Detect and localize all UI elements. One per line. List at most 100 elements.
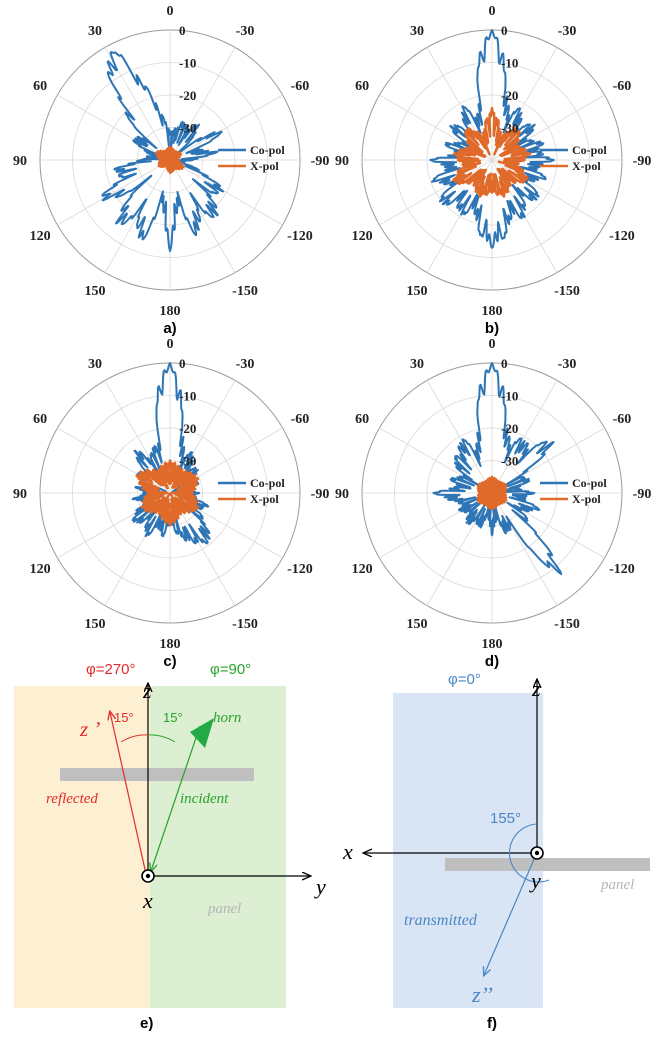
transmitted-label: transmitted bbox=[404, 912, 478, 929]
angle-tick-label: 180 bbox=[482, 304, 503, 319]
panel-bar bbox=[445, 858, 650, 871]
region-phi-90 bbox=[150, 686, 286, 1008]
angle-tick-label: 120 bbox=[30, 562, 51, 577]
legend-label-co-pol: Co-pol bbox=[250, 143, 285, 157]
angle-tick-label: 120 bbox=[352, 562, 373, 577]
radial-tick-label: 0 bbox=[501, 356, 508, 371]
angle-tick-label: 60 bbox=[355, 412, 369, 427]
angle-tick-label: 90 bbox=[13, 154, 27, 169]
x-axis-label: x bbox=[142, 888, 153, 913]
chart-caption: b) bbox=[485, 320, 499, 337]
phi-0-label: φ=0° bbox=[448, 671, 481, 688]
legend-label-co-pol: Co-pol bbox=[572, 476, 607, 490]
z-axis-label: z bbox=[531, 676, 541, 701]
x-axis-label: x bbox=[342, 839, 353, 864]
radial-tick-label: -20 bbox=[501, 88, 518, 103]
angle-tick-label: -90 bbox=[311, 154, 330, 169]
angle-tick-label: 60 bbox=[33, 412, 47, 427]
legend-label-x-pol: X-pol bbox=[572, 492, 601, 506]
diagram-f: φ=0° z x y 155° transmitted z’’ panel f) bbox=[342, 671, 650, 1032]
angle-tick-label: 0 bbox=[167, 4, 174, 19]
grid-spoke bbox=[491, 492, 558, 606]
radial-tick-label: 0 bbox=[501, 23, 508, 38]
angle-right-label: 15° bbox=[163, 710, 183, 725]
radial-tick-label: -30 bbox=[179, 454, 196, 469]
radial-tick-label: 0 bbox=[179, 23, 186, 38]
angle-tick-label: 30 bbox=[88, 357, 102, 372]
radial-tick-label: -10 bbox=[179, 56, 196, 71]
angle-tick-label: -30 bbox=[558, 357, 577, 372]
legend-label-x-pol: X-pol bbox=[572, 159, 601, 173]
angle-label: 155° bbox=[490, 810, 521, 827]
angle-arc bbox=[508, 823, 550, 883]
polar-chart-c: 0 -10 -20 -30 0 -30 -60 -90 -120 -150 180 150 120 90 6… bbox=[13, 337, 329, 670]
angle-tick-label: -60 bbox=[291, 412, 310, 427]
angle-tick-label: 0 bbox=[489, 4, 496, 19]
grid-spoke bbox=[379, 159, 493, 226]
angle-tick-label: -150 bbox=[232, 284, 258, 299]
chart-caption: a) bbox=[163, 320, 176, 337]
grid-spoke bbox=[169, 159, 283, 226]
panel-label: panel bbox=[600, 877, 634, 893]
angle-tick-label: 60 bbox=[355, 79, 369, 94]
angle-tick-label: 30 bbox=[410, 357, 424, 372]
angle-tick-label: -150 bbox=[554, 284, 580, 299]
grid-spoke bbox=[491, 380, 558, 494]
angle-tick-label: -60 bbox=[613, 412, 632, 427]
grid-spoke bbox=[57, 94, 171, 161]
series-co-pol bbox=[432, 362, 563, 576]
angle-tick-label: -60 bbox=[613, 79, 632, 94]
angle-tick-label: -90 bbox=[311, 487, 330, 502]
angle-tick-label: -150 bbox=[554, 617, 580, 632]
legend-label-co-pol: Co-pol bbox=[250, 476, 285, 490]
phi-90-label: φ=90° bbox=[210, 661, 251, 678]
angle-tick-label: -120 bbox=[609, 562, 635, 577]
angle-tick-label: -90 bbox=[633, 154, 652, 169]
angle-tick-label: 150 bbox=[85, 284, 106, 299]
y-axis-label: y bbox=[314, 874, 326, 899]
angle-tick-label: 120 bbox=[30, 229, 51, 244]
grid-spoke bbox=[169, 159, 236, 273]
grid-spoke bbox=[169, 94, 283, 161]
angle-tick-label: 0 bbox=[167, 337, 174, 352]
caption-f: f) bbox=[487, 1015, 497, 1032]
radial-tick-label: -20 bbox=[501, 421, 518, 436]
angle-tick-label: 180 bbox=[160, 304, 181, 319]
angle-tick-label: 30 bbox=[88, 24, 102, 39]
radial-tick-label: -10 bbox=[501, 56, 518, 71]
grid-spoke bbox=[57, 159, 171, 226]
chart-caption: c) bbox=[163, 653, 176, 670]
diagram-e: φ=270° φ=90° z z ’ 15° 15° horn reflecte… bbox=[14, 661, 326, 1032]
region-phi-0 bbox=[393, 693, 543, 1008]
polar-chart-a: 0 -10 -20 -30 0 -30 -60 -90 -120 -150 180 150 120 90 6… bbox=[13, 4, 329, 337]
angle-arc-right bbox=[147, 734, 176, 743]
y-axis-label: y bbox=[529, 868, 541, 893]
angle-left-label: 15° bbox=[114, 710, 134, 725]
angle-tick-label: 150 bbox=[85, 617, 106, 632]
angle-tick-label: 180 bbox=[160, 637, 181, 652]
legend-label-x-pol: X-pol bbox=[250, 492, 279, 506]
radial-tick-label: -30 bbox=[501, 454, 518, 469]
z-prime-axis-label: z ’ bbox=[79, 717, 100, 741]
legend-label-co-pol: Co-pol bbox=[572, 143, 607, 157]
x-axis-dot bbox=[145, 873, 151, 879]
angle-tick-label: 90 bbox=[335, 154, 349, 169]
angle-tick-label: -120 bbox=[609, 229, 635, 244]
incident-label: incident bbox=[180, 791, 229, 807]
chart-caption: d) bbox=[485, 653, 499, 670]
series-co-pol bbox=[101, 51, 225, 252]
angle-tick-label: 30 bbox=[410, 24, 424, 39]
grid-spoke bbox=[426, 380, 493, 494]
polar-chart-b: 0 -10 -20 -30 0 -30 -60 -90 -120 -150 180 150 120 90 6… bbox=[335, 4, 651, 337]
region-phi-270 bbox=[14, 686, 150, 1008]
z-axis-label: z bbox=[142, 678, 152, 703]
angle-tick-label: 0 bbox=[489, 337, 496, 352]
legend-label-x-pol: X-pol bbox=[250, 159, 279, 173]
radial-tick-label: -20 bbox=[179, 88, 196, 103]
series-x-pol bbox=[476, 475, 508, 511]
angle-tick-label: -120 bbox=[287, 562, 313, 577]
radial-tick-label: -30 bbox=[501, 121, 518, 136]
radial-tick-label: -10 bbox=[501, 389, 518, 404]
phi-270-label: φ=270° bbox=[86, 661, 136, 678]
